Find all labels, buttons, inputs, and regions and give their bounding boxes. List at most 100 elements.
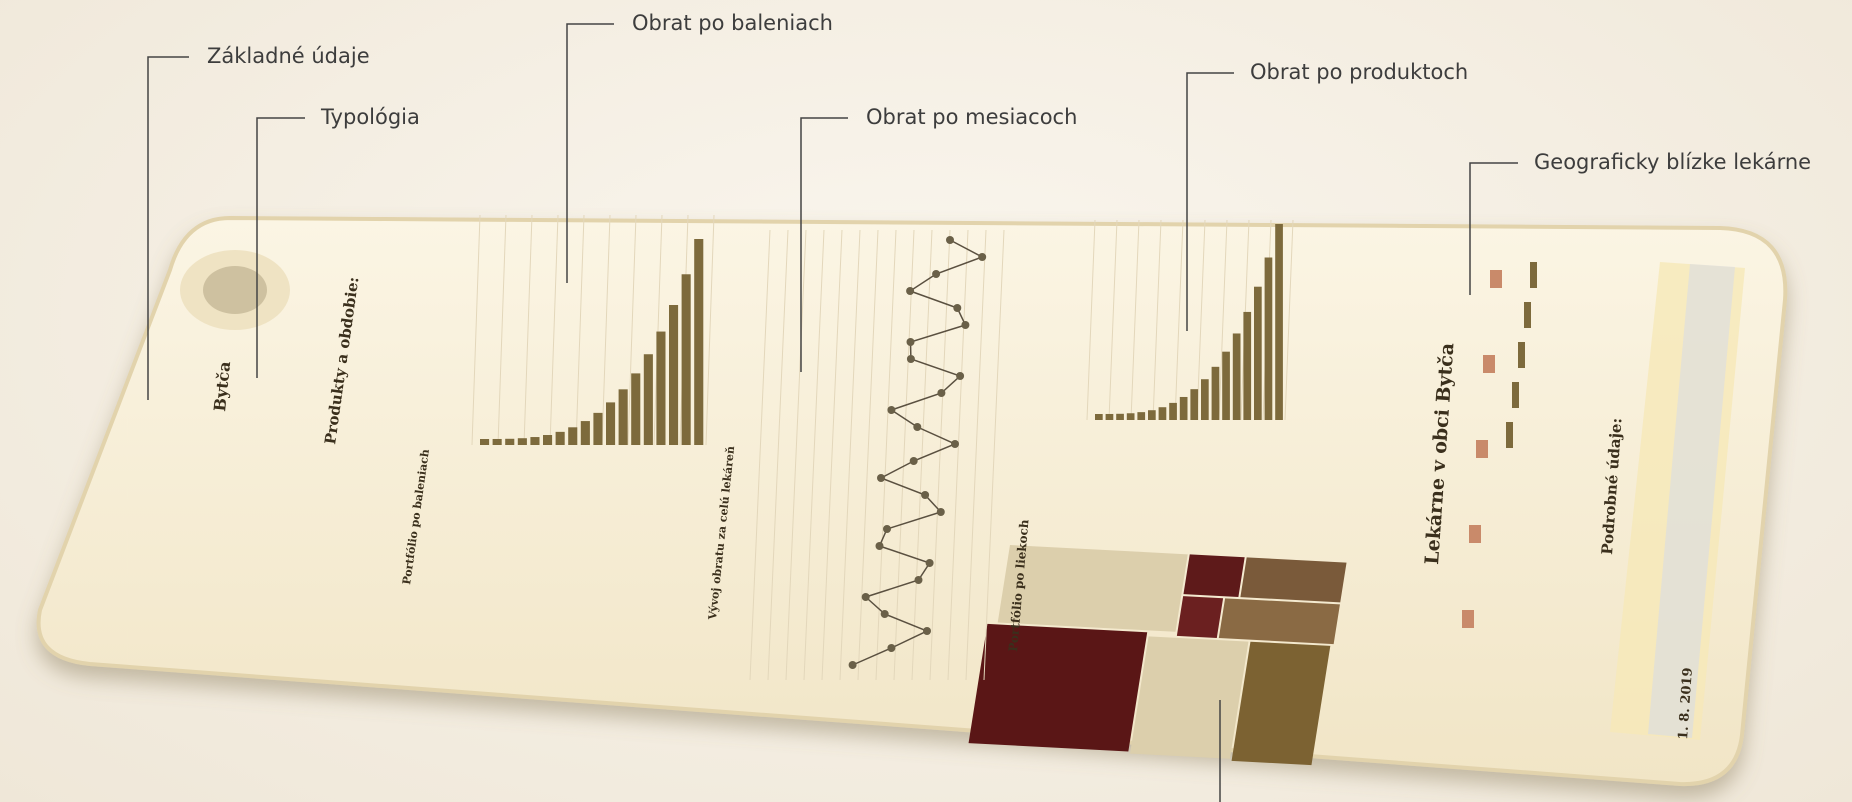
grid-line	[1130, 219, 1140, 421]
grid-line	[785, 229, 807, 681]
bar	[1095, 414, 1103, 420]
trend-point	[906, 287, 915, 295]
bar	[480, 439, 490, 445]
grid-line	[965, 229, 987, 681]
grid-line	[1152, 219, 1162, 421]
trend-point	[936, 508, 945, 516]
bar	[517, 438, 527, 445]
leader-line	[256, 117, 305, 378]
leader-line	[566, 23, 614, 283]
grid-line	[627, 214, 637, 446]
list-marker	[1469, 525, 1481, 543]
list-bar	[1506, 422, 1513, 448]
grid-line	[893, 229, 915, 681]
list-marker	[1462, 610, 1474, 628]
details-strip	[1648, 264, 1735, 738]
bar	[1190, 389, 1199, 420]
trend-point	[923, 627, 931, 635]
trend-point	[956, 372, 965, 380]
callout-label: Geograficky blízke lekárne	[1534, 150, 1811, 174]
treemap-cell	[997, 545, 1188, 632]
bar	[656, 331, 666, 445]
trend-point	[953, 304, 962, 312]
bar	[1116, 413, 1124, 420]
trend-point	[875, 542, 884, 550]
bar	[694, 239, 704, 445]
trend-point	[906, 338, 915, 346]
list-bar	[1518, 342, 1525, 368]
leader-line	[147, 56, 189, 400]
bar	[1211, 366, 1220, 420]
treemap-cell	[1218, 598, 1340, 645]
bar	[1169, 402, 1177, 420]
bar	[555, 431, 565, 445]
leader-line	[800, 117, 848, 372]
list-bar	[1530, 262, 1537, 288]
trend-point	[861, 593, 870, 601]
trend-point	[932, 270, 941, 278]
list-bar	[1512, 382, 1519, 408]
grid-line	[705, 214, 715, 446]
grid-line	[911, 229, 933, 681]
grid-line	[839, 229, 861, 681]
grid-line	[767, 229, 789, 681]
bar	[568, 427, 578, 445]
trend-point	[946, 236, 954, 244]
dashboard-card	[36, 215, 1788, 787]
list-marker	[1483, 355, 1495, 373]
callout-label: Obrat po produktoch	[1250, 60, 1468, 84]
grid-line	[575, 214, 585, 446]
treemap-cell	[1240, 557, 1347, 603]
bar	[631, 373, 641, 445]
bar	[1232, 333, 1241, 420]
bar	[1126, 413, 1135, 420]
grid-line	[1108, 219, 1118, 421]
chart-graphics	[471, 214, 1537, 681]
logo-mark	[203, 266, 267, 314]
treemap-cell	[1130, 636, 1249, 759]
bar	[1264, 257, 1273, 420]
date: 1. 8. 2019	[1676, 667, 1696, 740]
trend-point	[906, 355, 915, 363]
treemap	[968, 545, 1347, 766]
bar	[1243, 311, 1252, 420]
grid-line	[601, 214, 611, 446]
grid-line	[653, 214, 663, 446]
grid-line	[471, 214, 481, 446]
bar	[530, 437, 540, 445]
grid-line	[1284, 219, 1294, 421]
treemap-cell	[968, 623, 1148, 752]
grid-line	[1086, 219, 1096, 421]
grid-line	[497, 214, 507, 446]
bar	[669, 305, 679, 445]
callout-label: Typológia	[320, 105, 420, 129]
trend-point	[925, 559, 934, 567]
bar	[1222, 351, 1230, 420]
trend-point	[848, 661, 857, 669]
grid-line	[929, 229, 951, 681]
trend-point	[951, 440, 959, 448]
trend-point	[914, 576, 923, 584]
grid-line	[947, 229, 969, 681]
grid-line	[1218, 219, 1228, 421]
bar	[1148, 410, 1156, 420]
bar	[606, 402, 616, 445]
grid-line	[549, 214, 559, 446]
list-marker	[1490, 270, 1502, 288]
bar	[643, 354, 653, 445]
trend-point	[909, 457, 918, 465]
bar	[492, 438, 502, 445]
trend-point	[913, 423, 922, 431]
bar	[1158, 407, 1167, 420]
trend-point	[883, 525, 891, 533]
bar	[1201, 379, 1209, 420]
trend-point	[978, 253, 987, 261]
bar	[681, 274, 691, 445]
treemap-cell	[1176, 596, 1224, 638]
grid-line	[749, 229, 771, 681]
bar	[1254, 286, 1262, 420]
bar	[1275, 224, 1283, 420]
trend-point	[880, 610, 889, 618]
trend-point	[877, 474, 885, 482]
